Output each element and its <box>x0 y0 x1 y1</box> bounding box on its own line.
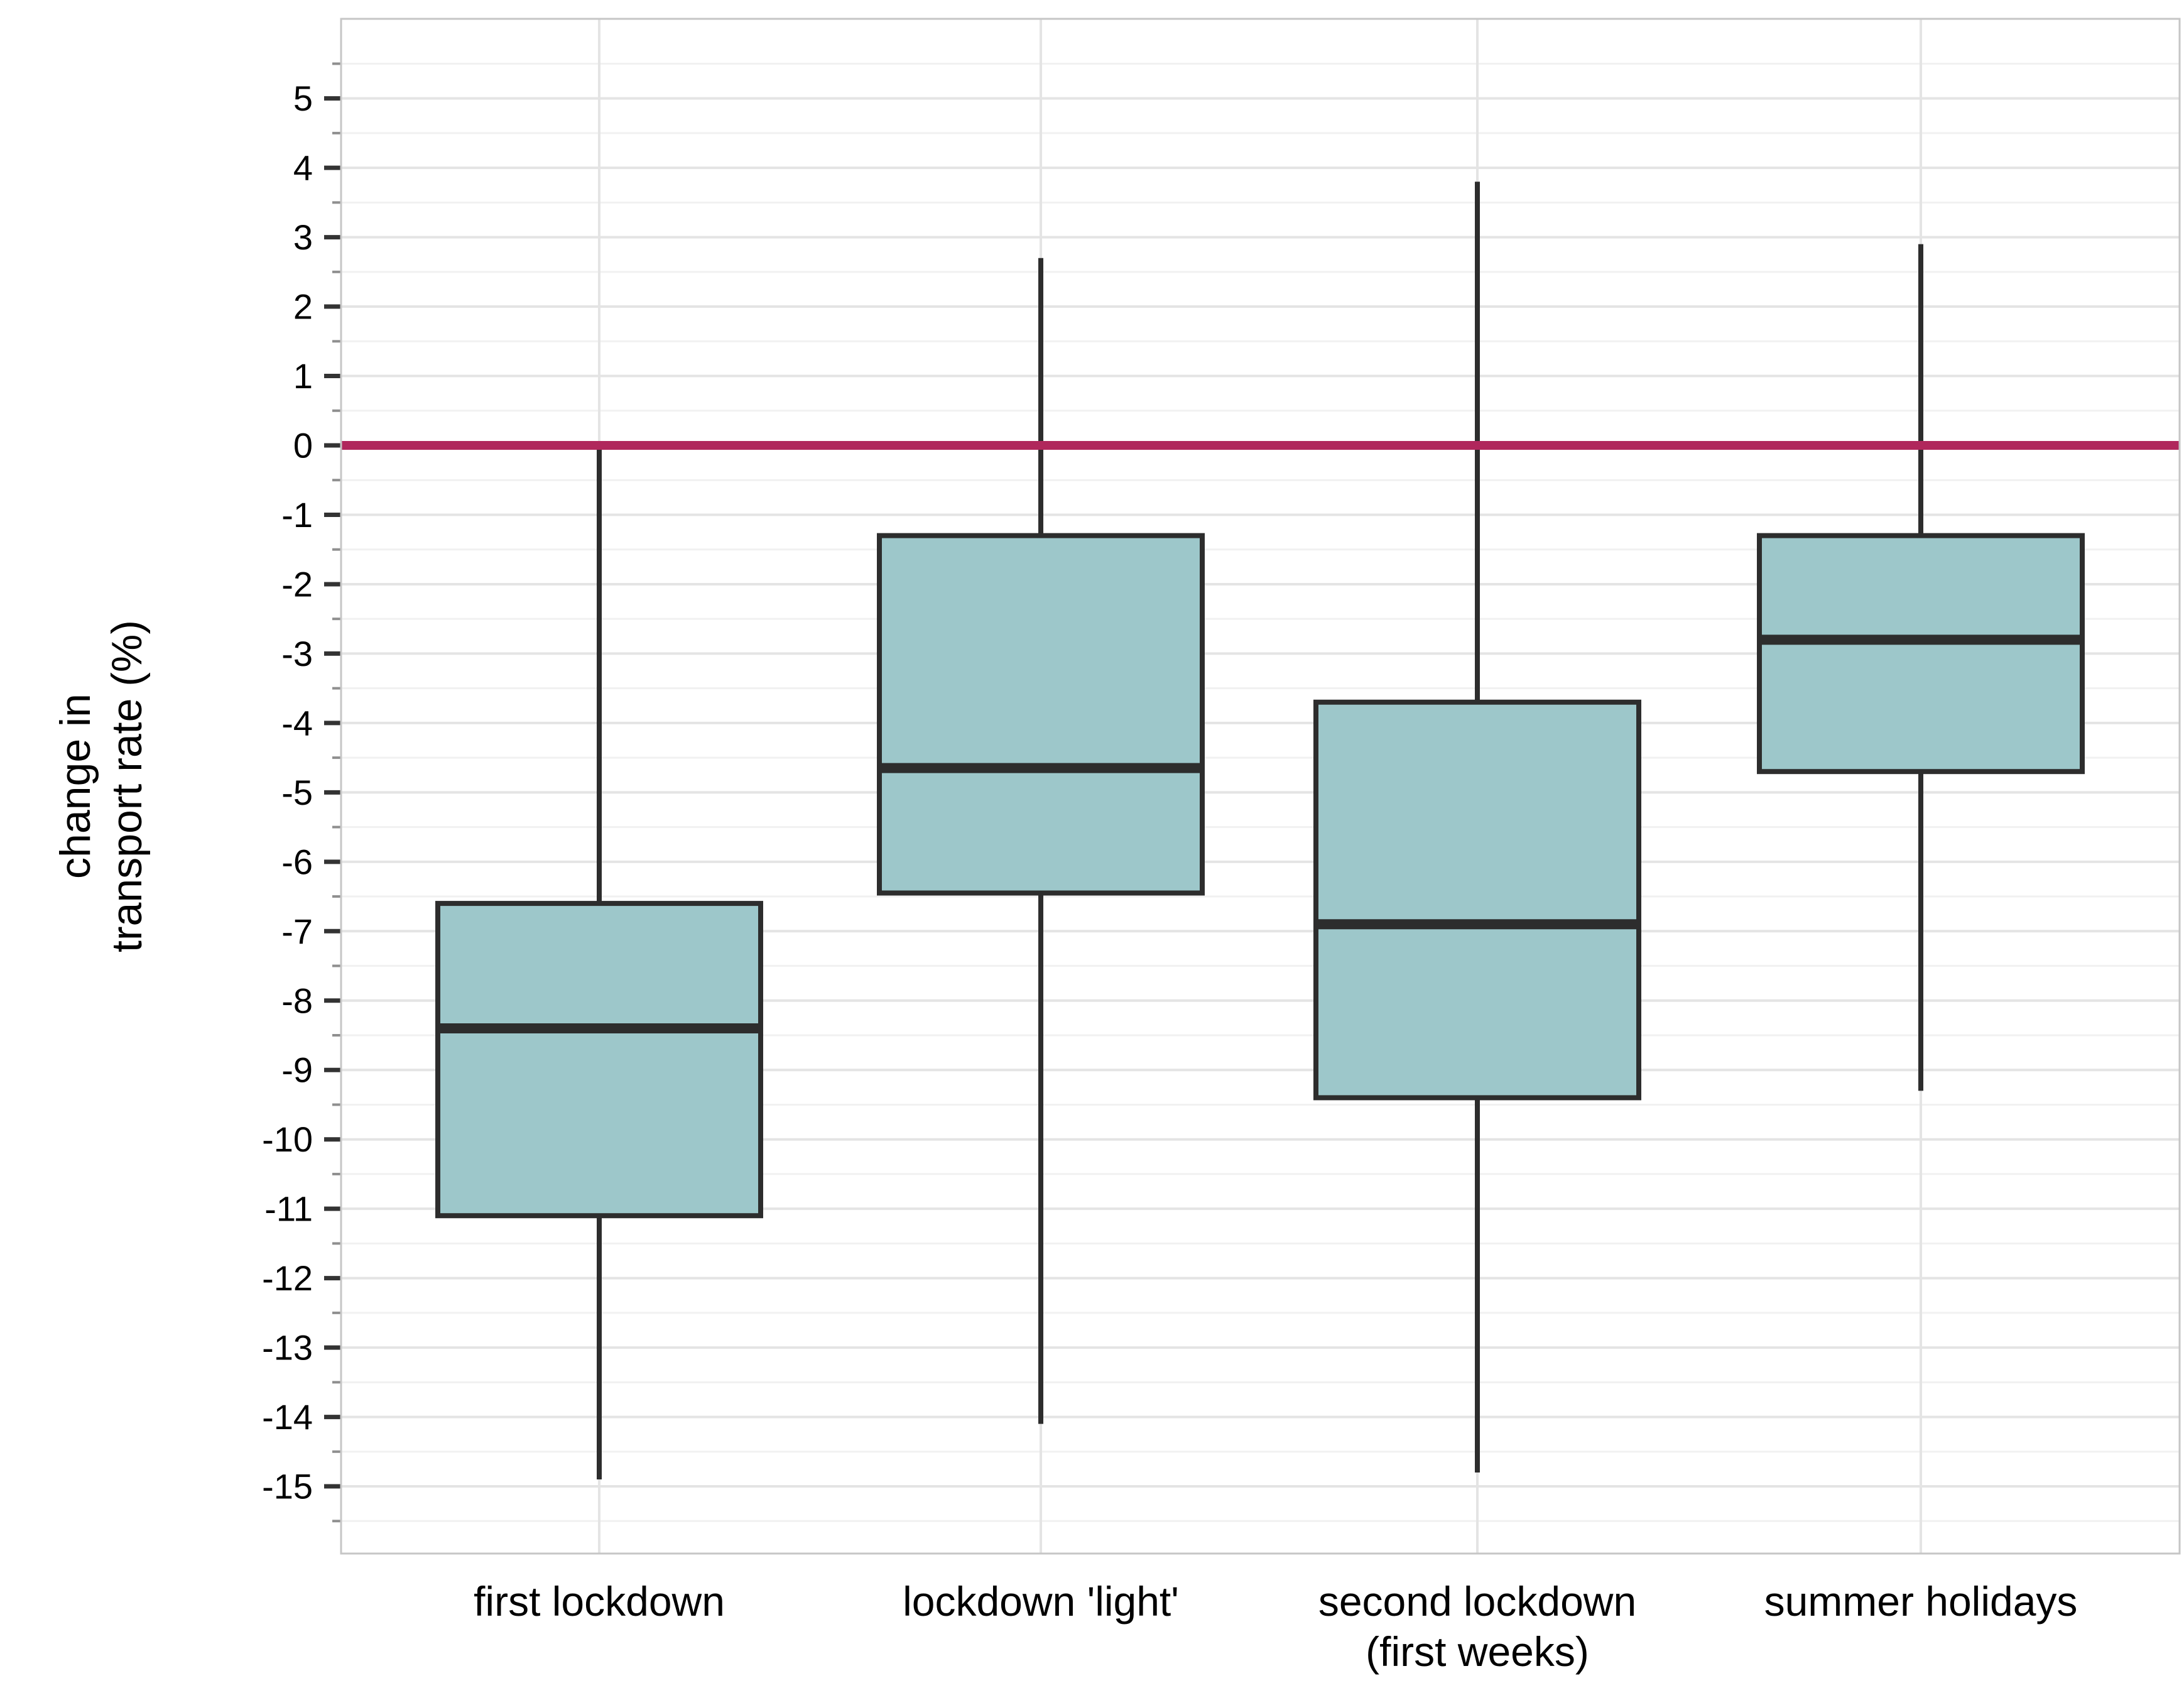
x-gridlines <box>598 19 1922 1554</box>
iqr-box <box>877 533 1205 896</box>
boxplot-first-lockdown <box>435 449 763 1480</box>
y-tick-label: -4 <box>281 703 313 743</box>
x-category-label: first lockdown <box>474 1578 725 1625</box>
y-axis-title: change in transport rate (%) <box>52 620 151 952</box>
x-category-label: (first weeks) <box>1366 1628 1589 1675</box>
x-category-label: second lockdown <box>1318 1578 1636 1625</box>
y-tick-label: -2 <box>281 564 313 604</box>
y-tick-label: -11 <box>264 1189 313 1229</box>
y-gridlines-major <box>341 97 2180 1488</box>
y-tick-label: -15 <box>262 1467 313 1506</box>
y-tick-label: -9 <box>281 1050 313 1090</box>
iqr-box <box>1313 699 1641 1101</box>
y-tick-label: -13 <box>262 1328 313 1368</box>
y-axis-title-line: transport rate (%) <box>103 620 151 952</box>
y-tick-label: -14 <box>262 1397 313 1437</box>
boxplots <box>435 182 2085 1480</box>
y-axis-title-line: change in <box>52 694 99 879</box>
y-tick-label: -7 <box>281 912 313 951</box>
y-tick-label: 0 <box>293 426 313 465</box>
y-tick-label: -3 <box>281 634 313 673</box>
iqr-box <box>435 901 763 1219</box>
x-category-label: lockdown 'light' <box>903 1578 1179 1625</box>
x-category-label: summer holidays <box>1764 1578 2078 1625</box>
x-axis-labels: first lockdown lockdown 'light' second loc… <box>474 1578 2077 1675</box>
boxplot-lockdown-light <box>877 258 1205 1424</box>
y-tick-label: 2 <box>293 287 313 327</box>
y-tick-label: -6 <box>281 842 313 881</box>
y-tick-label: 3 <box>293 217 313 257</box>
y-tick-label: -8 <box>281 981 313 1020</box>
y-tick-label: -10 <box>262 1119 313 1159</box>
y-tick-label: 1 <box>293 356 313 396</box>
boxplot-summer-holidays <box>1757 244 2085 1091</box>
panel-border <box>340 18 2181 1555</box>
y-tick-label: -5 <box>281 773 313 812</box>
y-axis-ticks: 5 4 3 2 1 0 -1 -2 -3 -4 -5 -6 -7 -8 -9 -10 -11 -12 -13 -14 -… <box>262 62 341 1523</box>
y-tick-label: -1 <box>281 495 313 535</box>
y-tick-label: 5 <box>293 79 313 118</box>
iqr-box <box>1757 533 2085 775</box>
y-tick-label: -12 <box>262 1258 313 1298</box>
y-tick-label: 4 <box>293 148 313 188</box>
boxplot-second-lockdown <box>1313 182 1641 1473</box>
